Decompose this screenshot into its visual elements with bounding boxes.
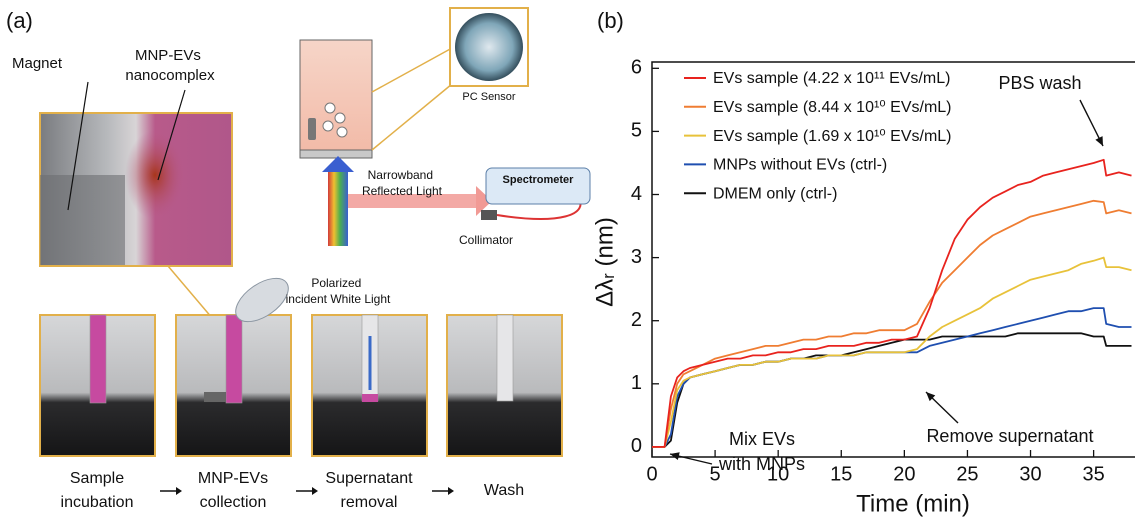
text-line: Mix EVs (729, 429, 795, 449)
x-tick-label: 30 (1019, 463, 1041, 485)
panel-label: (b) (597, 8, 624, 33)
x-tick-label: 25 (956, 463, 978, 485)
text-line: Wash (484, 482, 524, 499)
step-label: MNP-EVs collection (198, 470, 268, 511)
text-line: Reflected Light (362, 184, 443, 198)
incident-light (328, 168, 348, 246)
text-line: MNP-EVs (198, 470, 268, 487)
step-arrowhead (448, 487, 454, 495)
series-line (652, 258, 1132, 447)
step-label: Wash (484, 482, 524, 499)
text-line: Narrowband (368, 168, 433, 182)
text-line: PBS wash (998, 73, 1081, 93)
step-photos: Sample incubation MNP-EVs collection Superna… (40, 315, 562, 511)
plot-frame (652, 62, 1135, 457)
text-line: removal (341, 494, 398, 511)
text-line: MNP-EVs (135, 47, 201, 64)
annotation: Mix EVs with MNPs (718, 429, 805, 474)
annotation: PBS wash (998, 73, 1081, 93)
step-label: Supernatant removal (325, 470, 413, 511)
y-tick-label: 5 (631, 120, 642, 142)
text-line: Sample (70, 470, 124, 487)
series-line (652, 160, 1132, 447)
nanocomplex-label: MNP-EVs nanocomplex (125, 47, 215, 84)
magnet-icon (204, 392, 226, 402)
text-line: Supernatant (325, 470, 413, 487)
beaker (300, 40, 372, 158)
tube (226, 315, 242, 403)
spectrometer-label: Spectrometer (503, 174, 575, 186)
legend-label: MNPs without EVs (ctrl-) (713, 157, 887, 174)
pc-sensor-image (455, 13, 523, 81)
text-line: Polarized (311, 276, 361, 290)
y-tick-label: 6 (631, 57, 642, 79)
x-axis-title: Time (min) (856, 490, 970, 517)
y-tick-label: 1 (631, 372, 642, 394)
y-tick-label: 2 (631, 309, 642, 331)
text-line: nanocomplex (125, 67, 215, 84)
y-tick-label: 3 (631, 246, 642, 268)
collimator-label: Collimator (459, 233, 513, 247)
text-line: collection (200, 494, 267, 511)
text-line: Remove supernatant (926, 426, 1093, 446)
reflected-label: Narrowband Reflected Light (362, 168, 443, 198)
pellet (362, 394, 378, 402)
y-axis-title: Δλᵣ (nm) (591, 217, 618, 307)
magnet-icon (308, 118, 316, 140)
series-line (652, 201, 1132, 447)
x-tick-label: 15 (830, 463, 852, 485)
text-line: incident White Light (286, 292, 391, 306)
figure: (a) Sample incubation MNP-EVs collection Sup… (0, 0, 1135, 519)
legend-label: EVs sample (4.22 x 10¹¹ EVs/mL) (713, 70, 950, 87)
step-label: Sample incubation (61, 470, 134, 511)
magnet-photo (40, 175, 125, 265)
magnet-label: Magnet (12, 55, 63, 72)
sensor-bottom (300, 150, 372, 158)
annotation: Remove supernatant (926, 426, 1093, 446)
x-tick-label: 35 (1082, 463, 1104, 485)
step-arrowhead (312, 487, 318, 495)
y-tick-label: 4 (631, 183, 642, 205)
nanocomplex-photo (125, 130, 185, 220)
tube (497, 315, 513, 401)
collimator-icon (481, 210, 497, 220)
pc-sensor-label: PC Sensor (462, 91, 516, 103)
legend-label: EVs sample (8.44 x 10¹⁰ EVs/mL) (713, 99, 952, 116)
panel-label: (a) (6, 8, 33, 33)
y-tick-label: 0 (631, 435, 642, 457)
text-line: incubation (61, 494, 134, 511)
x-tick-label: 0 (646, 463, 657, 485)
incident-label: Polarized incident White Light (286, 276, 391, 306)
legend-label: DMEM only (ctrl-) (713, 185, 837, 202)
step-arrowhead (176, 487, 182, 495)
x-tick-label: 20 (893, 463, 915, 485)
annotation-arrowhead (670, 452, 680, 460)
text-line: with MNPs (718, 454, 805, 474)
legend-label: EVs sample (1.69 x 10¹⁰ EVs/mL) (713, 128, 952, 145)
tube (90, 315, 106, 403)
